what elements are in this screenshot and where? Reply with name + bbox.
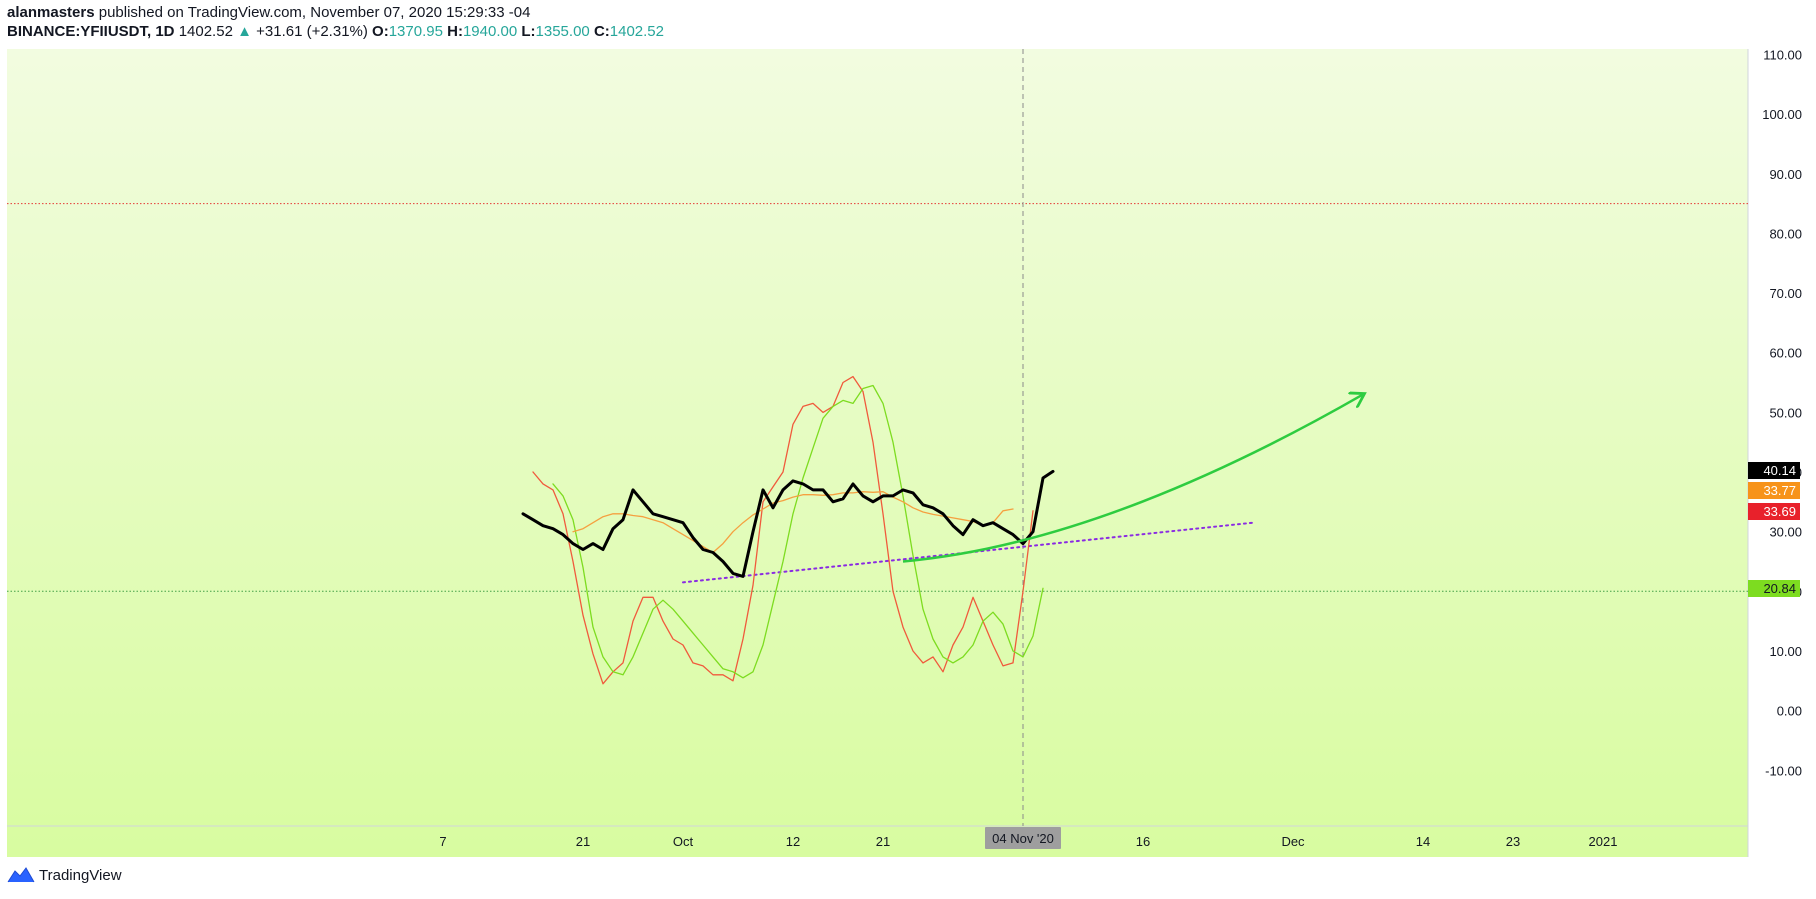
open-value: 1370.95 (388, 23, 443, 40)
curved-arrow (902, 394, 1363, 563)
tradingview-brand[interactable]: TradingView (7, 866, 122, 884)
y-tick-label: 110.00 (1763, 47, 1802, 62)
symbol-name: BINANCE:YFIIUSDT, 1D (7, 23, 175, 40)
price-tag-label: 40.14 (1763, 463, 1796, 478)
y-tick-label: 70.00 (1769, 286, 1802, 301)
low-label: L: (521, 23, 536, 40)
plot-background (7, 49, 1748, 857)
dotted-trendline (682, 521, 1254, 584)
y-tick-label: 0.00 (1777, 704, 1802, 719)
x-tick-label: 2021 (1589, 834, 1618, 849)
x-tick-label: Oct (673, 834, 694, 849)
published-text: published on TradingView.com, November 0… (94, 4, 531, 21)
y-tick-label: 50.00 (1769, 405, 1802, 420)
symbol-header: BINANCE:YFIIUSDT, 1D 1402.52 ▲ +31.61 (+… (7, 23, 664, 41)
open-label: O: (372, 23, 389, 40)
low-value: 1355.00 (535, 23, 590, 40)
orange-average-line (572, 491, 1014, 554)
publish-header: alanmasters published on TradingView.com… (7, 4, 530, 22)
price-tag-label: 33.77 (1763, 483, 1796, 498)
price-tag-label: 33.69 (1763, 504, 1796, 519)
change-up-icon: ▲ (237, 23, 252, 40)
crosshair-date-background (985, 827, 1061, 849)
last-price: 1402.52 (178, 23, 233, 40)
x-tick-label: 16 (1136, 834, 1150, 849)
x-tick-label: 14 (1416, 834, 1430, 849)
price-tag-background (1748, 503, 1800, 520)
high-label: H: (447, 23, 463, 40)
y-tick-label: 100.00 (1762, 107, 1802, 122)
x-tick-label: 23 (1506, 834, 1520, 849)
high-value: 1940.00 (462, 23, 518, 40)
author-name[interactable]: alanmasters (7, 4, 95, 21)
y-tick-label: 10.00 (1769, 644, 1802, 659)
red-fast-line (532, 375, 1034, 685)
price-axis-background (1748, 49, 1816, 857)
crosshair-date-label: 04 Nov '20 (992, 831, 1054, 846)
y-tick-label: 80.00 (1769, 226, 1802, 241)
y-tick-label: 30.00 (1769, 525, 1802, 540)
price-tag-background (1748, 462, 1800, 479)
price-tag-label: 20.84 (1763, 581, 1796, 596)
price-tag-background (1748, 580, 1800, 597)
tradingview-logo-icon (7, 867, 35, 883)
price-tag-background (1748, 482, 1800, 499)
black-main-line (521, 469, 1055, 578)
y-tick-label: 60.00 (1769, 346, 1802, 361)
x-tick-label: 12 (786, 834, 800, 849)
y-tick-label: -10.00 (1765, 763, 1802, 778)
x-tick-label: 7 (439, 834, 446, 849)
x-tick-label: 21 (576, 834, 590, 849)
y-tick-label: 90.00 (1769, 167, 1802, 182)
close-value: 1402.52 (609, 23, 664, 40)
x-tick-label: Dec (1281, 834, 1305, 849)
x-tick-label: 21 (876, 834, 890, 849)
price-change: +31.61 (+2.31%) (256, 23, 368, 40)
close-label: C: (593, 23, 610, 40)
brand-name: TradingView (39, 866, 122, 884)
